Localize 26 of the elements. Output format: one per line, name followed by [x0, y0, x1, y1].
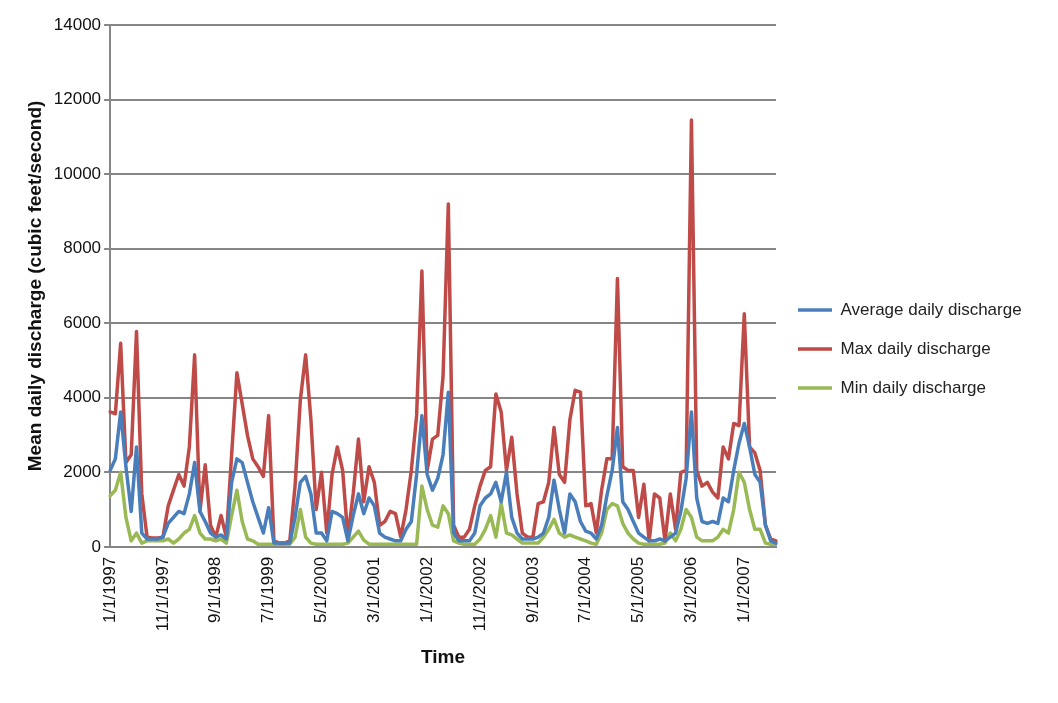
legend-label: Min daily discharge — [840, 377, 987, 397]
x-tick-label: 9/1/2003 — [522, 556, 542, 624]
x-tick-label: 5/1/2005 — [628, 556, 648, 624]
x-tick-label: 1/1/1997 — [99, 556, 119, 624]
x-tick-label: 7/1/1999 — [258, 556, 278, 624]
y-tick-label: 0 — [91, 536, 102, 556]
x-tick-label: 3/1/2006 — [681, 556, 701, 624]
x-tick-label: 5/1/2000 — [311, 556, 331, 624]
legend-label: Max daily discharge — [840, 338, 991, 358]
x-tick-label: 1/1/2007 — [733, 556, 753, 624]
x-axis-title: Time — [421, 645, 466, 667]
x-tick-label: 11/1/1997 — [152, 556, 172, 632]
y-tick-label: 10000 — [53, 163, 102, 183]
y-tick-label: 8000 — [63, 238, 102, 258]
y-tick-label: 12000 — [53, 89, 102, 109]
x-tick-label: 3/1/2001 — [364, 556, 384, 624]
x-tick-label: 1/1/2002 — [416, 556, 436, 624]
y-tick-label: 2000 — [63, 461, 102, 481]
x-tick-label: 7/1/2004 — [575, 556, 595, 624]
x-tick-label: 9/1/1998 — [205, 556, 225, 624]
y-tick-label: 6000 — [63, 312, 102, 332]
x-tick-label: 11/1/2002 — [469, 556, 489, 632]
y-tick-label: 14000 — [53, 14, 102, 34]
legend-label: Average daily discharge — [840, 299, 1022, 319]
y-axis-title: Mean daily discharge (cubic feet/second) — [23, 100, 45, 472]
y-tick-label: 4000 — [63, 387, 102, 407]
